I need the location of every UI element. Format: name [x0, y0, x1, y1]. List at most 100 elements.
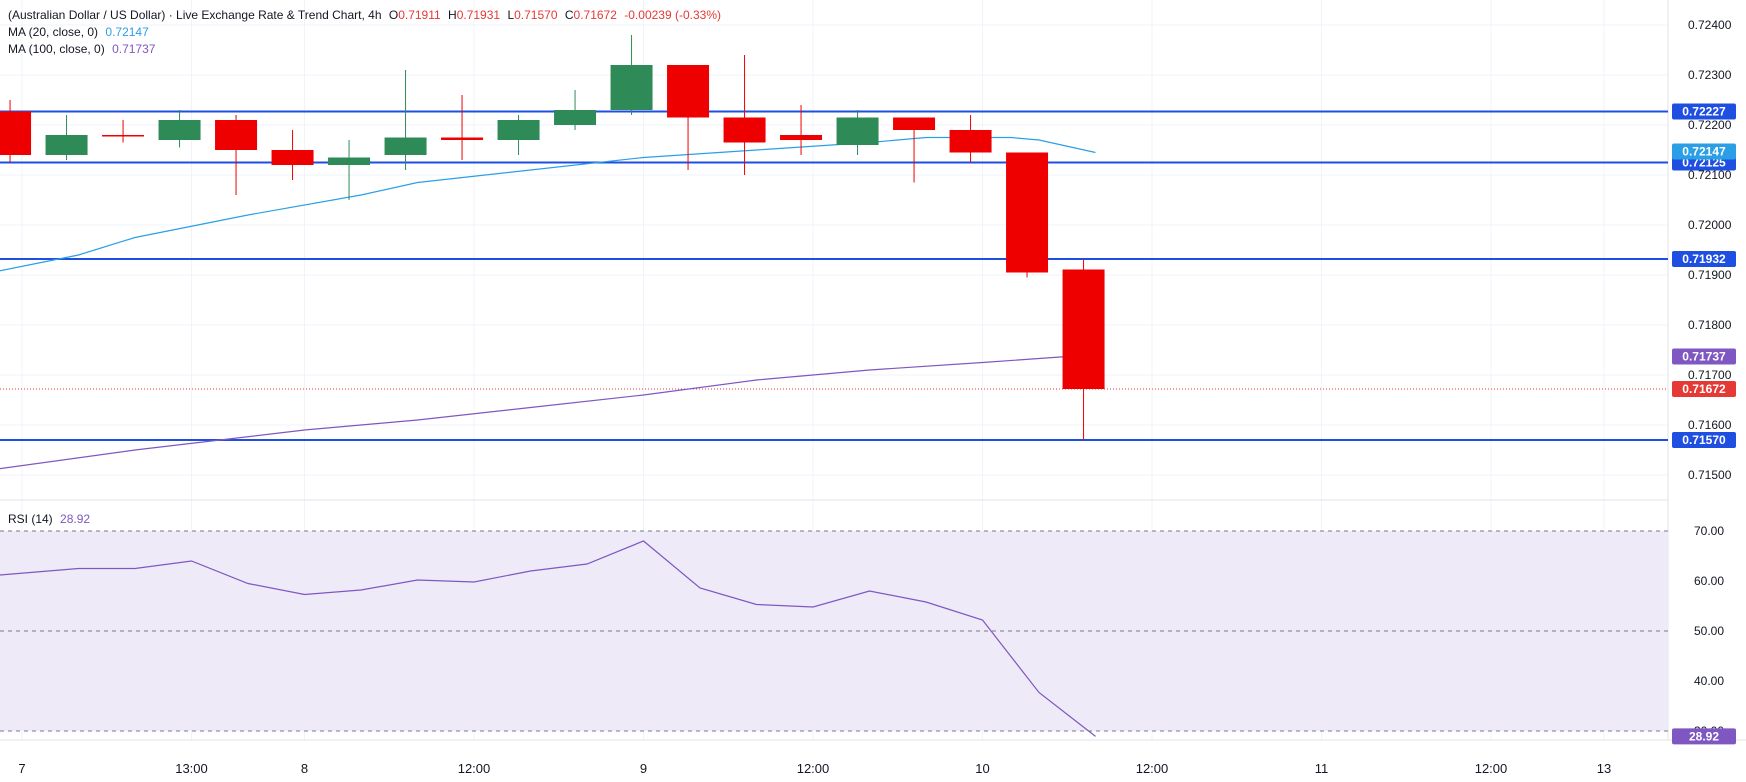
price-tag-bg	[1672, 143, 1736, 160]
rsi-tag: 28.92	[1689, 729, 1719, 743]
high-label: H	[448, 8, 457, 22]
candle[interactable]	[554, 90, 597, 130]
candle[interactable]	[723, 55, 766, 175]
candle-body	[1006, 152, 1049, 273]
candle-body	[949, 130, 992, 153]
candle-body	[102, 135, 145, 137]
level-tag: 0.71570	[1682, 433, 1726, 447]
candle-body	[780, 135, 823, 140]
time-tick-label: 12:00	[1136, 761, 1169, 776]
time-tick-label: 9	[640, 761, 647, 776]
time-tick-label: 10	[975, 761, 989, 776]
time-tick-label: 7	[18, 761, 25, 776]
price-axis: 0.71500 0.71600 0.71700 0.71800 0.71900 0.720…	[1672, 18, 1736, 745]
candle-body	[1062, 269, 1105, 389]
candle[interactable]	[836, 110, 879, 155]
rsi-legend[interactable]: RSI (14) 28.92	[8, 512, 90, 527]
ma20-legend[interactable]: MA (20, close, 0) 0.72147	[8, 25, 149, 40]
candle[interactable]	[610, 35, 653, 115]
price-tick-label: 0.71700	[1688, 368, 1732, 382]
symbol-title: (Australian Dollar / US Dollar) · Live E…	[8, 8, 382, 22]
candle-body	[497, 120, 540, 140]
level-tag-bg	[1672, 432, 1736, 448]
time-tick-label: 8	[301, 761, 308, 776]
time-tick-label: 11	[1315, 761, 1329, 776]
ma100-label: MA (100, close, 0)	[8, 42, 105, 56]
rsi-tick-label: 60.00	[1694, 574, 1724, 588]
candle[interactable]	[497, 115, 540, 155]
candle-body	[893, 117, 936, 130]
price-tag: 0.72147	[1682, 145, 1726, 159]
close-value: 0.71672	[573, 8, 617, 22]
time-tick-label: 13:00	[175, 761, 208, 776]
candle-body	[271, 150, 314, 165]
close-label: C	[564, 8, 574, 22]
price-tick-label: 0.72300	[1688, 68, 1732, 82]
candle-body	[384, 137, 427, 155]
candle[interactable]	[780, 105, 823, 155]
candle-body	[0, 111, 32, 155]
candle[interactable]	[667, 65, 710, 170]
ma20-value: 0.72147	[105, 25, 149, 39]
rsi-tag-bg	[1672, 728, 1736, 745]
support-resistance-levels	[0, 110, 1668, 441]
time-tick-label: 12:00	[458, 761, 491, 776]
candle-body	[667, 65, 710, 118]
level-tag: 0.72227	[1682, 105, 1726, 119]
price-tick-label: 0.71900	[1688, 268, 1732, 282]
rsi-label: RSI (14)	[8, 512, 53, 526]
candle[interactable]	[45, 115, 88, 160]
price-tick-label: 0.72200	[1688, 118, 1732, 132]
candle[interactable]	[271, 130, 314, 180]
price-tag: 0.71737	[1682, 350, 1726, 364]
candle-body	[215, 120, 258, 150]
candle[interactable]	[158, 110, 201, 148]
candle[interactable]	[1062, 259, 1105, 441]
time-tick-label: 12:00	[1475, 761, 1508, 776]
candle-body	[723, 117, 766, 143]
candle[interactable]	[328, 140, 371, 200]
price-tag-bg	[1672, 381, 1736, 397]
level-tag-bg	[1672, 251, 1736, 267]
candle[interactable]	[441, 95, 484, 160]
low-label: L	[507, 8, 515, 22]
candle[interactable]	[1006, 152, 1049, 278]
change-value: -0.00239 (-0.33%)	[624, 8, 721, 22]
candle[interactable]	[215, 115, 258, 195]
candle-body	[836, 117, 879, 145]
ma100-value: 0.71737	[112, 42, 156, 56]
price-tick-label: 0.72100	[1688, 168, 1732, 182]
candle-body	[328, 157, 371, 165]
price-tick-label: 0.71600	[1688, 418, 1732, 432]
price-tick-label: 0.71800	[1688, 318, 1732, 332]
level-tag: 0.71932	[1682, 252, 1726, 266]
candle-body	[45, 135, 88, 155]
candle[interactable]	[0, 100, 32, 163]
candle-body	[441, 137, 484, 140]
candlesticks[interactable]	[0, 35, 1105, 440]
ma20-line[interactable]	[0, 136, 1096, 281]
price-tag: 0.71672	[1682, 382, 1726, 396]
symbol-legend: (Australian Dollar / US Dollar) · Live E…	[8, 8, 721, 23]
time-tick-label: 13	[1597, 761, 1611, 776]
rsi-line	[0, 540, 1096, 737]
price-tag-bg	[1672, 348, 1736, 365]
low-value: 0.71570	[514, 8, 558, 22]
candle-body	[158, 120, 201, 140]
candle[interactable]	[893, 117, 936, 183]
price-tick-label: 0.72000	[1688, 218, 1732, 232]
price-tick-label: 0.72400	[1688, 18, 1732, 32]
candle[interactable]	[384, 70, 427, 170]
rsi-tick-label: 40.00	[1694, 674, 1724, 688]
time-axis: 7 13:00 8 12:00 9 12:00 10 12:00 11 12:00 13	[18, 761, 1611, 776]
ma100-legend[interactable]: MA (100, close, 0) 0.71737	[8, 42, 155, 57]
rsi-tick-label: 50.00	[1694, 624, 1724, 638]
price-tick-label: 0.71500	[1688, 468, 1732, 482]
level-tag-bg	[1672, 103, 1736, 120]
candle[interactable]	[949, 115, 992, 163]
ma100-line[interactable]	[0, 355, 1068, 476]
candle[interactable]	[102, 120, 145, 143]
open-label: O	[388, 8, 399, 22]
rsi-value: 28.92	[60, 512, 91, 526]
